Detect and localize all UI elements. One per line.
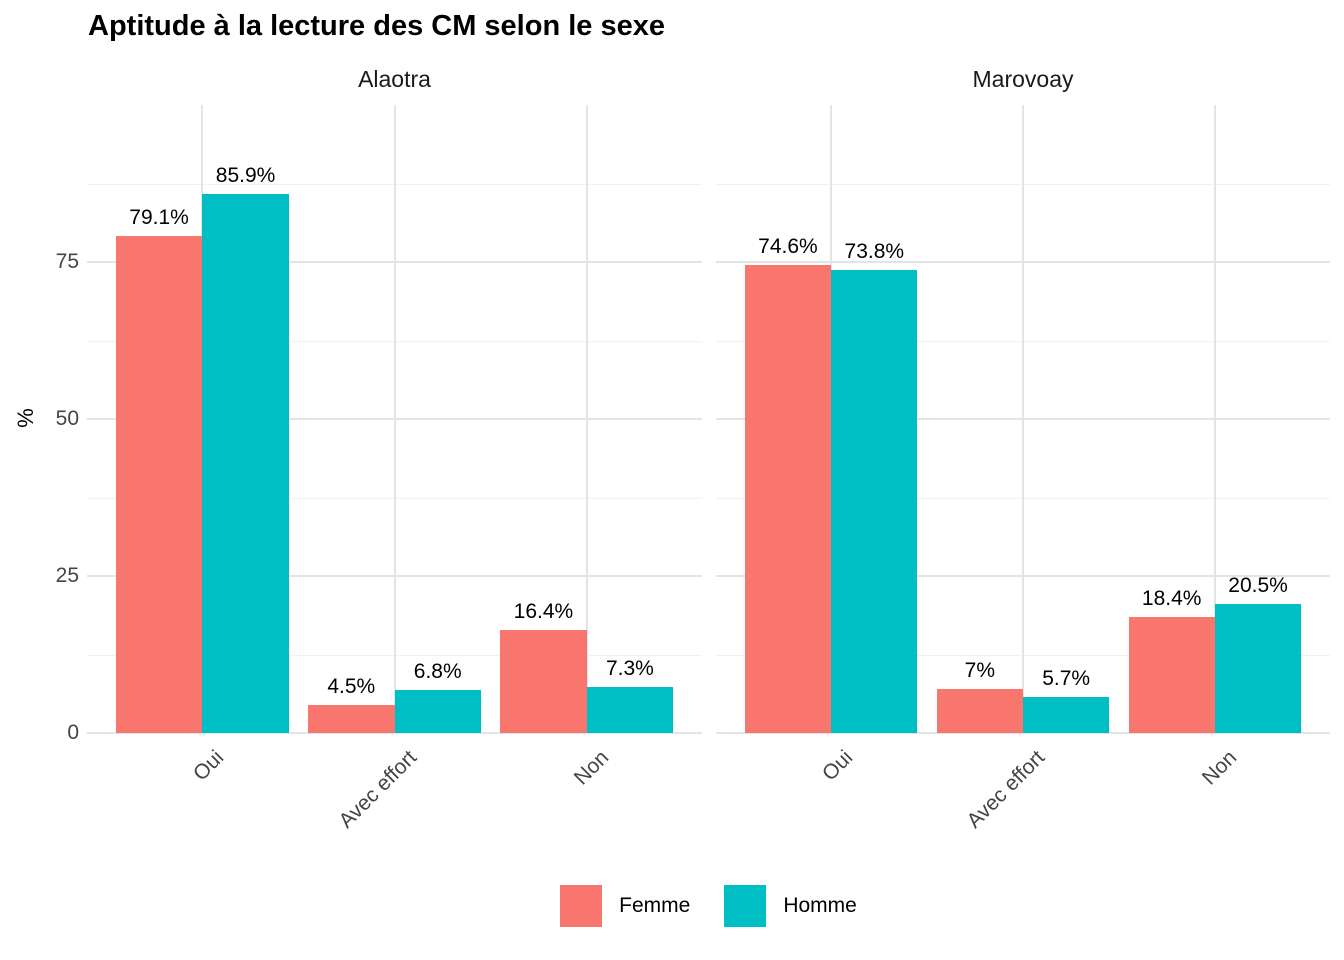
legend: Femme Homme xyxy=(87,885,1330,927)
bar-homme xyxy=(394,690,481,733)
facet-title: Marovoay xyxy=(972,66,1074,92)
bar-value-label: 74.6% xyxy=(758,234,818,258)
bar-value-label: 20.5% xyxy=(1228,574,1288,598)
x-tick-label: Non xyxy=(1197,746,1242,790)
vertical-gridline xyxy=(585,105,588,733)
vertical-gridline xyxy=(1213,105,1216,733)
y-tick-label: 25 xyxy=(55,564,79,587)
bar-value-label: 18.4% xyxy=(1141,587,1202,611)
gridline-major xyxy=(87,732,702,734)
bar-value-label: 79.1% xyxy=(129,206,189,230)
bar-homme xyxy=(586,687,674,733)
bar-value-label: 16.4% xyxy=(513,600,574,623)
vertical-gridline xyxy=(1022,105,1024,733)
bar-femme xyxy=(500,630,587,733)
bar-homme xyxy=(831,269,918,733)
y-tick-label: 0 xyxy=(67,721,79,744)
facet-title: Alaotra xyxy=(358,66,431,92)
facet-panel: 74.6% 7% 18.4% 73.8% 5.7% 20.5% Oui Avec effort… xyxy=(716,105,1330,833)
y-tick-label: 50 xyxy=(55,407,79,430)
bar-value-label: 7% xyxy=(964,659,995,683)
bar-value-label: 5.7% xyxy=(1042,667,1091,691)
bar-value-label: 7.3% xyxy=(605,657,654,681)
bar-femme xyxy=(936,689,1023,733)
bar-homme xyxy=(1023,697,1110,733)
legend-item: Homme xyxy=(724,885,857,927)
chart-title: Aptitude à la lecture des CM selon le se… xyxy=(88,10,665,42)
x-tick-label: Oui xyxy=(818,746,858,786)
x-tick-label: Avec effort xyxy=(962,746,1050,833)
x-tick-label: Avec effort xyxy=(334,746,421,833)
x-tick-label: Non xyxy=(569,746,613,790)
legend-item: Femme xyxy=(560,885,690,927)
bar-value-label: 4.5% xyxy=(327,674,376,698)
bar-femme xyxy=(308,704,395,733)
bar-homme xyxy=(1214,604,1302,733)
gridline-major xyxy=(716,732,1330,734)
vertical-gridline xyxy=(393,105,396,733)
facet-panel: 79.1% 4.5% 16.4% 85.9% 6.8% 7.3% Oui Avec effor… xyxy=(87,105,702,833)
y-tick-label: 75 xyxy=(55,250,79,273)
bar-femme xyxy=(1128,617,1215,733)
bar-value-label: 6.8% xyxy=(413,660,462,684)
bar-femme xyxy=(115,236,203,733)
legend-swatch-homme xyxy=(724,885,767,927)
x-tick-label: Oui xyxy=(189,746,229,786)
legend-label: Femme xyxy=(619,894,691,917)
bar-value-label: 73.8% xyxy=(844,239,905,263)
bar-value-label: 85.9% xyxy=(215,163,276,187)
legend-label: Homme xyxy=(783,894,857,917)
bar-homme xyxy=(202,193,289,733)
bar-femme xyxy=(744,264,832,733)
legend-swatch-femme xyxy=(560,885,603,927)
